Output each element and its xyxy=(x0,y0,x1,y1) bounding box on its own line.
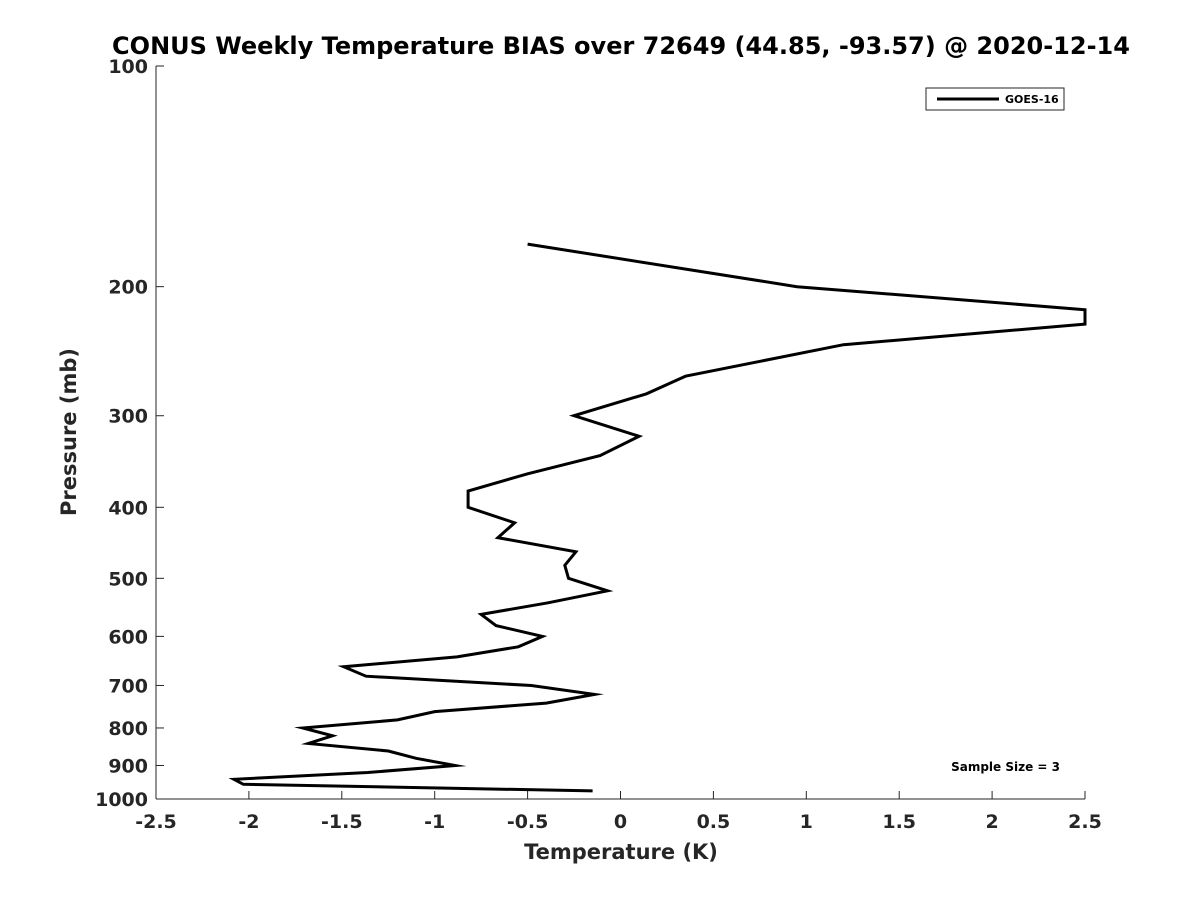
y-tick-label: 1000 xyxy=(95,789,148,811)
y-tick-label: 100 xyxy=(108,56,148,78)
y-tick-label: 800 xyxy=(108,718,148,740)
legend-entry-label: GOES-16 xyxy=(1005,93,1059,106)
legend: GOES-16 xyxy=(925,87,1065,111)
x-tick-label: -0.5 xyxy=(507,811,549,833)
x-tick-label: 0.5 xyxy=(697,811,731,833)
sample-size-annotation: Sample Size = 3 xyxy=(951,760,1060,774)
x-axis-ticks: -2.5 -2 -1.5 -1 -0.5 0 0.5 1 1.5 2 2.5 xyxy=(135,791,1102,833)
y-axis-label: Pressure (mb) xyxy=(57,348,81,516)
y-tick-label: 600 xyxy=(108,626,148,648)
chart-title: CONUS Weekly Temperature BIAS over 72649… xyxy=(112,32,1130,60)
series-layer xyxy=(228,242,1087,793)
x-tick-label: -1 xyxy=(424,811,445,833)
plot-area: -2.5 -2 -1.5 -1 -0.5 0 0.5 1 1.5 2 2.5 100 200 300 40… xyxy=(95,56,1102,833)
y-tick-label: 700 xyxy=(108,675,148,697)
x-tick-label: 1 xyxy=(800,811,813,833)
x-tick-label: -1.5 xyxy=(321,811,363,833)
x-tick-label: 1.5 xyxy=(882,811,916,833)
x-tick-label: 2.5 xyxy=(1068,811,1102,833)
y-tick-label: 900 xyxy=(108,755,148,777)
y-tick-label: 300 xyxy=(108,406,148,428)
y-tick-label: 400 xyxy=(108,497,148,519)
series-line-goes-16 xyxy=(228,242,1087,793)
x-tick-label: -2 xyxy=(238,811,259,833)
y-tick-label: 200 xyxy=(108,277,148,299)
y-axis-ticks: 100 200 300 400 500 600 700 800 900 1000 xyxy=(95,56,164,811)
x-axis-label: Temperature (K) xyxy=(524,840,718,864)
x-tick-label: 2 xyxy=(985,811,998,833)
x-tick-label: 0 xyxy=(614,811,627,833)
x-tick-label: -2.5 xyxy=(135,811,177,833)
y-tick-label: 500 xyxy=(108,568,148,590)
